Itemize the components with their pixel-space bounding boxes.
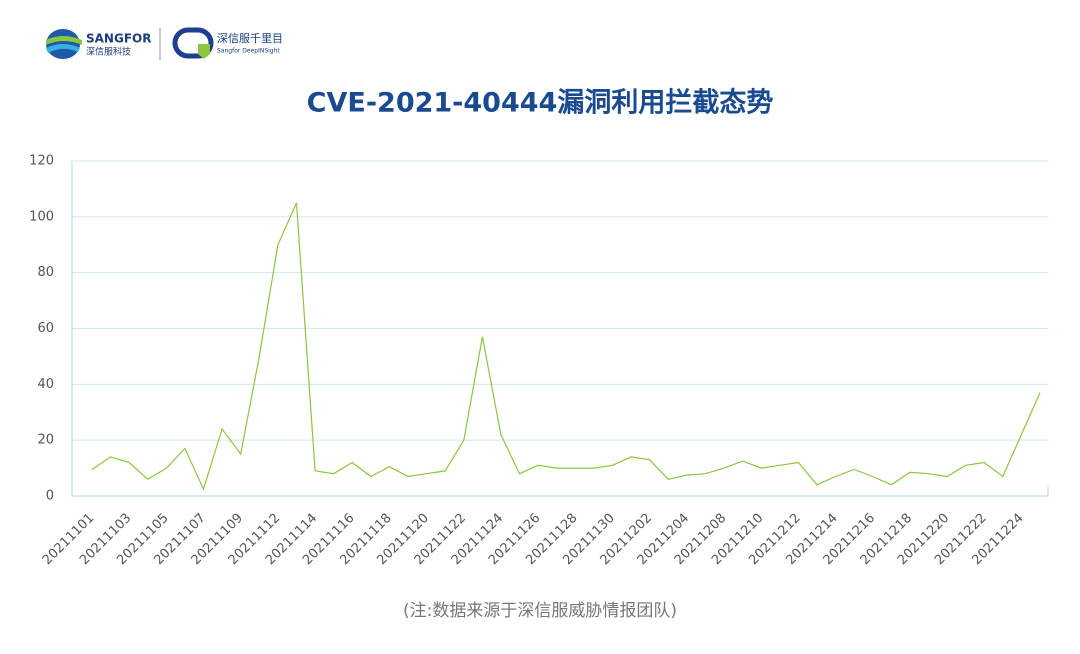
y-tick-label: 40: [37, 377, 54, 392]
y-tick-label: 0: [46, 489, 54, 504]
data-line: [91, 202, 1041, 491]
y-tick-label: 20: [37, 433, 54, 448]
product: Sangfor DeepINSight: [217, 48, 280, 55]
product-cn: 深信服千里目: [217, 32, 283, 45]
note: (注:数据来源于深信服威胁情报团队): [403, 601, 677, 621]
logo: SANGFOR 深信服科技 深信服千里目 Sangfor DeepINSight: [46, 27, 283, 60]
y-tick-label: 120: [29, 154, 54, 169]
y-tick-label: 80: [37, 265, 54, 280]
brand: SANGFOR: [86, 32, 151, 46]
y-tick-label: 100: [29, 209, 54, 224]
brand-cn: 深信服科技: [86, 46, 131, 58]
y-tick-label: 60: [37, 321, 54, 336]
chart-title: CVE-2021-40444漏洞利用拦截态势: [307, 88, 774, 119]
